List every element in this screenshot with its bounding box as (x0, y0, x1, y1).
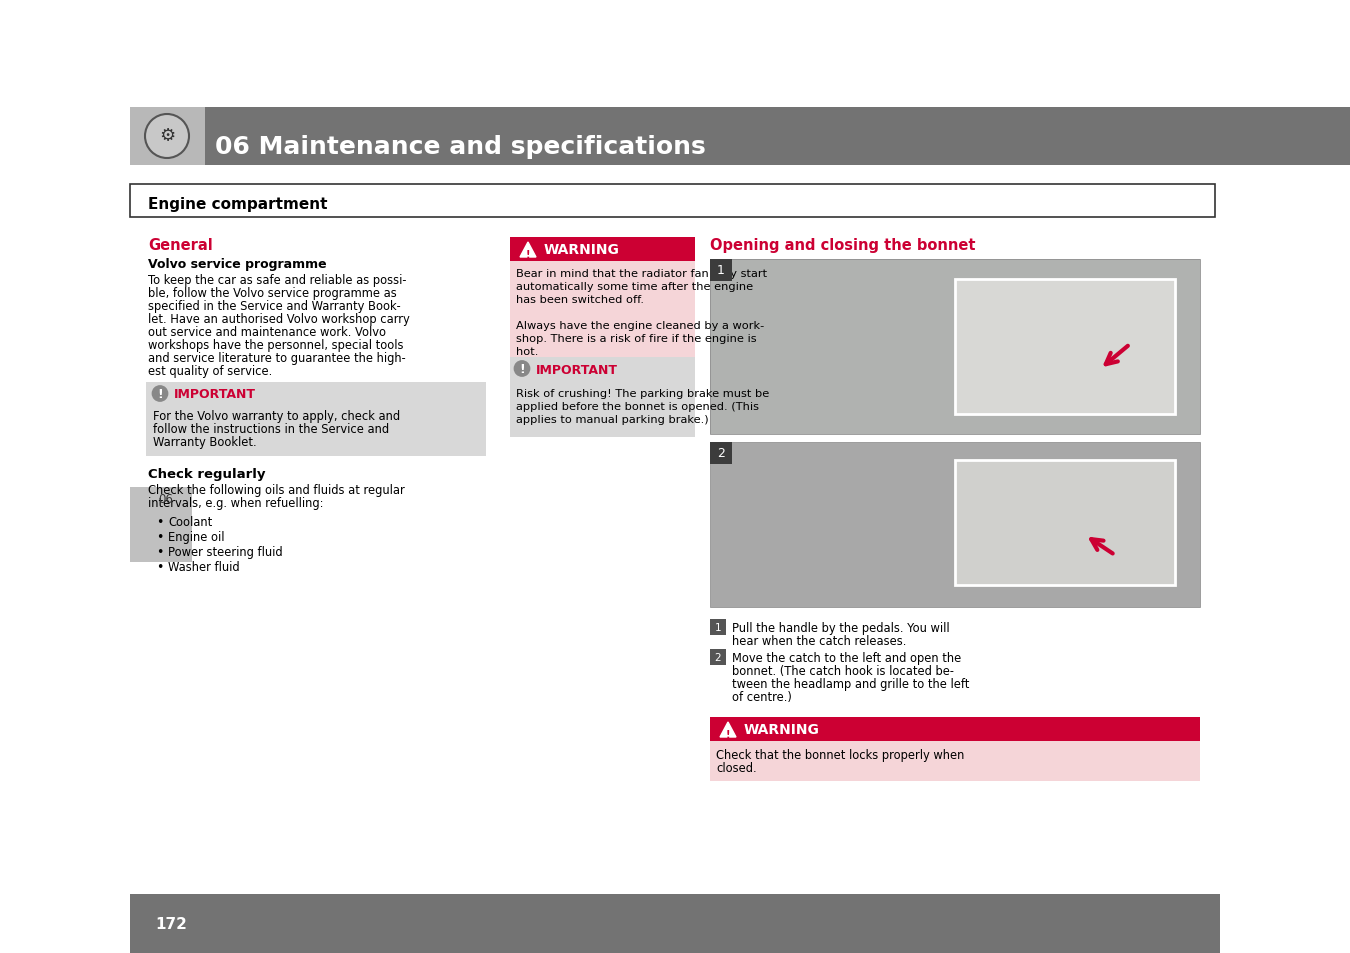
Text: est quality of service.: est quality of service. (148, 365, 273, 377)
Bar (130, 488, 192, 562)
Text: workshops have the personnel, special tools: workshops have the personnel, special to… (148, 338, 404, 352)
Text: Volvo service programme: Volvo service programme (148, 257, 327, 271)
Polygon shape (520, 243, 536, 257)
Text: Engine compartment: Engine compartment (148, 197, 328, 213)
Text: let. Have an authorised Volvo workshop carry: let. Have an authorised Volvo workshop c… (148, 313, 410, 326)
Bar (710, 442, 1200, 607)
Text: hear when the catch releases.: hear when the catch releases. (732, 635, 906, 647)
Text: and service literature to guarantee the high-: and service literature to guarantee the … (148, 352, 406, 365)
Text: Check regularly: Check regularly (148, 468, 266, 480)
Text: !: ! (726, 729, 730, 740)
Text: Power steering fluid: Power steering fluid (167, 545, 282, 558)
Text: closed.: closed. (716, 761, 756, 774)
Text: Risk of crushing! The parking brake must be: Risk of crushing! The parking brake must… (516, 389, 770, 398)
Text: Warranty Booklet.: Warranty Booklet. (153, 436, 256, 449)
Text: applies to manual parking brake.): applies to manual parking brake.) (516, 415, 709, 424)
Text: 06: 06 (158, 493, 173, 505)
Text: intervals, e.g. when refuelling:: intervals, e.g. when refuelling: (148, 497, 324, 510)
Bar (954, 460, 1174, 585)
Bar (510, 357, 695, 381)
Text: !: ! (525, 250, 531, 260)
Bar (954, 280, 1174, 415)
Text: Always have the engine cleaned by a work-: Always have the engine cleaned by a work… (516, 320, 764, 331)
Text: Engine oil: Engine oil (167, 531, 224, 543)
Text: hot.: hot. (516, 347, 539, 356)
Circle shape (144, 115, 189, 159)
Text: specified in the Service and Warranty Book-: specified in the Service and Warranty Bo… (148, 299, 401, 313)
Text: Opening and closing the bonnet: Opening and closing the bonnet (710, 237, 976, 253)
Bar (710, 442, 732, 464)
Text: ble, follow the Volvo service programme as: ble, follow the Volvo service programme … (148, 287, 397, 299)
Text: has been switched off.: has been switched off. (516, 294, 644, 305)
Bar (710, 741, 1200, 781)
Text: General: General (148, 237, 213, 253)
Text: Check the following oils and fluids at regular: Check the following oils and fluids at r… (148, 483, 405, 497)
Text: ⚙: ⚙ (159, 127, 176, 145)
Text: IMPORTANT: IMPORTANT (174, 387, 256, 400)
Text: follow the instructions in the Service and: follow the instructions in the Service a… (153, 422, 389, 436)
Text: Check that the bonnet locks properly when: Check that the bonnet locks properly whe… (716, 748, 964, 761)
Bar (710, 260, 732, 282)
Text: !: ! (520, 363, 525, 375)
Text: Bear in mind that the radiator fan may start: Bear in mind that the radiator fan may s… (516, 269, 767, 278)
Text: Move the catch to the left and open the: Move the catch to the left and open the (732, 651, 961, 664)
Bar (130, 185, 1215, 218)
Text: 1: 1 (717, 264, 725, 277)
Text: 06 Maintenance and specifications: 06 Maintenance and specifications (215, 135, 706, 159)
Bar (205, 108, 1350, 166)
Bar (146, 382, 486, 456)
Text: For the Volvo warranty to apply, check and: For the Volvo warranty to apply, check a… (153, 410, 400, 422)
Text: of centre.): of centre.) (732, 690, 792, 703)
Bar (710, 619, 726, 636)
Text: tween the headlamp and grille to the left: tween the headlamp and grille to the lef… (732, 678, 969, 690)
Bar (130, 108, 205, 166)
Bar (710, 260, 1200, 435)
Bar (510, 262, 695, 367)
Bar (710, 260, 1200, 435)
Bar (710, 649, 726, 665)
Text: •: • (157, 545, 163, 558)
Text: out service and maintenance work. Volvo: out service and maintenance work. Volvo (148, 326, 386, 338)
Text: shop. There is a risk of fire if the engine is: shop. There is a risk of fire if the eng… (516, 334, 756, 344)
Text: •: • (157, 560, 163, 574)
Text: WARNING: WARNING (744, 722, 819, 737)
Bar (510, 237, 695, 262)
Text: bonnet. (The catch hook is located be-: bonnet. (The catch hook is located be- (732, 664, 954, 678)
Text: •: • (157, 531, 163, 543)
Text: To keep the car as safe and reliable as possi-: To keep the car as safe and reliable as … (148, 274, 406, 287)
Bar (710, 718, 1200, 741)
Bar (510, 381, 695, 437)
Text: •: • (157, 516, 163, 529)
Text: automatically some time after the engine: automatically some time after the engine (516, 282, 753, 292)
Text: 1: 1 (714, 622, 721, 633)
Text: !: ! (157, 388, 163, 400)
Text: 2: 2 (717, 447, 725, 460)
Text: WARNING: WARNING (544, 243, 620, 256)
Text: 2: 2 (714, 652, 721, 662)
Text: IMPORTANT: IMPORTANT (536, 363, 618, 376)
Bar (130, 894, 1220, 953)
Text: Coolant: Coolant (167, 516, 212, 529)
Text: Pull the handle by the pedals. You will: Pull the handle by the pedals. You will (732, 621, 949, 635)
Text: 172: 172 (155, 917, 186, 931)
Polygon shape (720, 722, 736, 738)
Text: Washer fluid: Washer fluid (167, 560, 240, 574)
Text: applied before the bonnet is opened. (This: applied before the bonnet is opened. (Th… (516, 401, 759, 412)
